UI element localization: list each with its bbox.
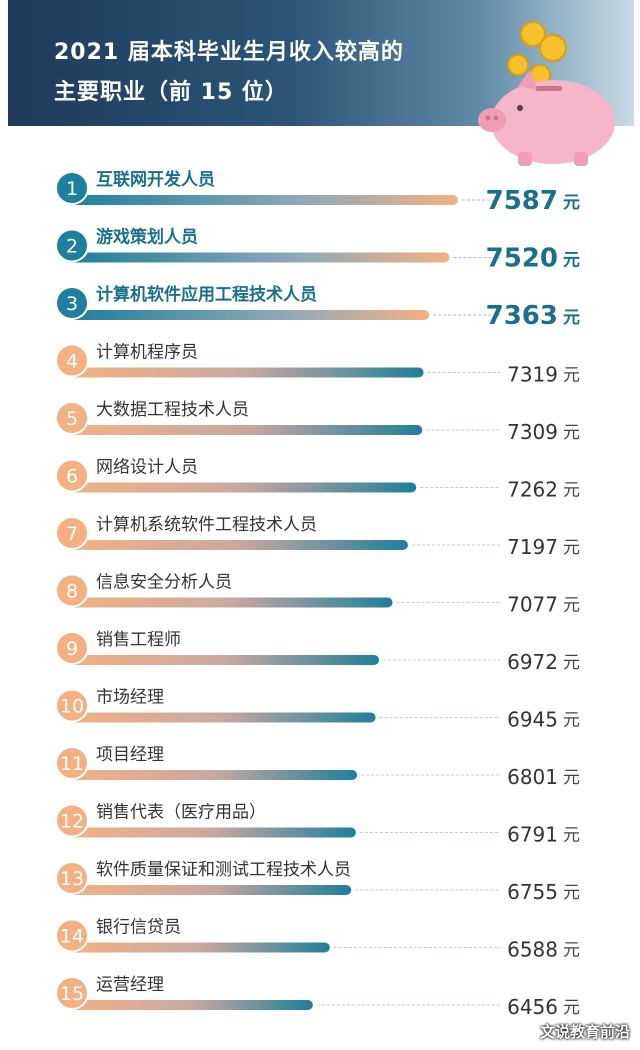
header-banner: 2021 届本科毕业生月收入较高的 主要职业（前 15 位） xyxy=(8,0,634,126)
bar xyxy=(70,655,380,665)
rank-badge xyxy=(55,631,89,665)
value-label: 6791 xyxy=(507,823,558,847)
unit-label: 元 xyxy=(563,308,580,328)
bar xyxy=(70,425,423,435)
rank-number: 5 xyxy=(66,408,78,430)
bar xyxy=(70,770,358,780)
bar xyxy=(70,482,417,493)
rank-badge xyxy=(55,286,89,320)
value-label: 7363 xyxy=(486,301,558,331)
rank-number: 9 xyxy=(66,638,78,660)
category-label: 互联网开发人员 xyxy=(96,169,215,190)
value-label: 6945 xyxy=(507,708,558,732)
value-label: 7309 xyxy=(507,420,558,444)
watermark-text: 文说教育前沿 xyxy=(539,1023,630,1041)
bar xyxy=(70,942,330,953)
bar xyxy=(70,712,376,723)
rank-number: 4 xyxy=(66,351,78,373)
rank-badge xyxy=(55,343,89,378)
rank-badge xyxy=(55,976,89,1010)
rank-number: 8 xyxy=(66,581,78,603)
rank-badge xyxy=(55,228,89,263)
rank-number: 10 xyxy=(60,696,84,718)
value-label: 6972 xyxy=(507,650,558,674)
category-label: 项目经理 xyxy=(96,745,164,765)
value-label: 7077 xyxy=(507,593,558,617)
category-label: 销售工程师 xyxy=(96,630,181,650)
category-label: 运营经理 xyxy=(96,975,164,995)
unit-label: 元 xyxy=(563,826,580,846)
category-label: 信息安全分析人员 xyxy=(96,573,232,593)
unit-label: 元 xyxy=(563,711,580,731)
rank-badge xyxy=(55,803,89,838)
rank-badge xyxy=(55,918,89,953)
value-label: 7520 xyxy=(486,244,558,274)
value-label: 7587 xyxy=(486,186,558,216)
rank-badge xyxy=(55,516,89,550)
rank-number: 1 xyxy=(66,178,78,200)
bar xyxy=(70,195,458,205)
value-label: 7197 xyxy=(507,535,558,559)
unit-label: 元 xyxy=(563,653,580,673)
rank-number: 6 xyxy=(66,466,78,488)
rank-badge xyxy=(55,688,89,723)
rank-number: 7 xyxy=(66,523,78,545)
value-label: 6456 xyxy=(507,995,558,1019)
category-label: 计算机软件应用工程技术人员 xyxy=(96,284,317,305)
unit-label: 元 xyxy=(563,596,580,616)
rank-badge xyxy=(55,401,89,435)
bar xyxy=(70,597,393,608)
unit-label: 元 xyxy=(563,883,580,903)
unit-label: 元 xyxy=(563,538,580,558)
rank-number: 15 xyxy=(60,983,84,1005)
unit-label: 元 xyxy=(563,481,580,501)
category-label: 银行信贷员 xyxy=(96,918,181,938)
unit-label: 元 xyxy=(563,251,580,271)
category-label: 计算机系统软件工程技术人员 xyxy=(96,515,317,535)
rank-number: 13 xyxy=(60,868,84,890)
rank-number: 12 xyxy=(60,811,84,833)
rank-badge xyxy=(55,861,89,895)
unit-label: 元 xyxy=(563,423,580,443)
category-label: 大数据工程技术人员 xyxy=(96,400,249,420)
bar xyxy=(70,540,408,550)
unit-label: 元 xyxy=(563,768,580,788)
value-label: 6755 xyxy=(507,880,558,904)
category-label: 计算机程序员 xyxy=(96,343,198,363)
rank-number: 14 xyxy=(60,926,84,948)
category-label: 网络设计人员 xyxy=(96,458,198,478)
category-label: 游戏策划人员 xyxy=(96,227,198,248)
category-label: 销售代表（医疗用品） xyxy=(96,803,266,823)
bar xyxy=(70,310,430,320)
unit-label: 元 xyxy=(563,941,580,961)
bar xyxy=(70,885,352,895)
rank-badge xyxy=(55,746,89,780)
title-line-1: 2021 届本科毕业生月收入较高的 xyxy=(54,40,404,65)
bar xyxy=(70,367,424,378)
piggy-bank-icon xyxy=(478,21,615,166)
unit-label: 元 xyxy=(563,366,580,386)
value-label: 6588 xyxy=(507,938,558,962)
unit-label: 元 xyxy=(563,998,580,1018)
title-line-2: 主要职业（前 15 位） xyxy=(54,80,288,105)
rank-number: 11 xyxy=(60,753,84,775)
value-label: 6801 xyxy=(507,765,558,789)
bar xyxy=(70,1000,313,1010)
value-label: 7262 xyxy=(507,478,558,502)
rank-number: 2 xyxy=(66,236,78,258)
value-label: 7319 xyxy=(507,363,558,387)
bar xyxy=(70,252,450,263)
rank-number: 3 xyxy=(66,293,78,315)
category-label: 软件质量保证和测试工程技术人员 xyxy=(96,860,351,880)
category-label: 市场经理 xyxy=(96,688,164,708)
rank-badge xyxy=(55,573,89,608)
rank-badge xyxy=(55,171,89,205)
rank-badge xyxy=(55,458,89,493)
bar xyxy=(70,827,356,838)
unit-label: 元 xyxy=(563,193,580,213)
